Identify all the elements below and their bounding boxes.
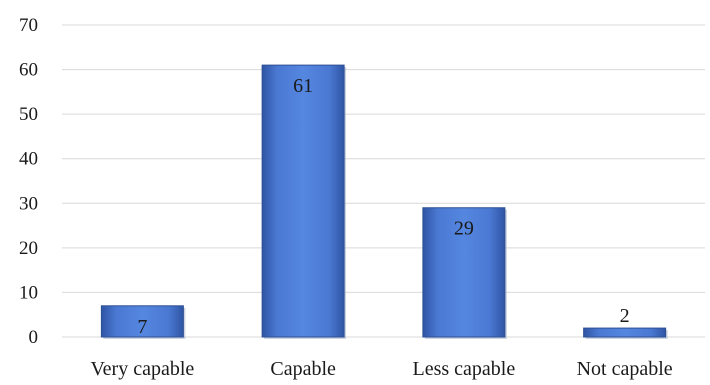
x-category-label: Capable (270, 358, 336, 380)
gridlines (62, 24, 705, 338)
y-tick-label: 60 (19, 60, 38, 81)
x-category-label: Very capable (90, 358, 194, 380)
x-axis-categories: Very capable Capable Less capable Not capab… (90, 358, 672, 380)
x-category-label: Not capable (577, 358, 673, 380)
data-labels: 7 61 29 2 (137, 75, 629, 338)
data-label: 29 (454, 218, 474, 240)
data-label: 61 (293, 75, 313, 97)
y-tick-label: 40 (19, 149, 38, 170)
bar (583, 327, 667, 338)
y-tick-label: 10 (19, 282, 38, 303)
y-axis-ticks: 0 10 20 30 40 50 60 70 (19, 15, 38, 348)
y-tick-label: 70 (19, 15, 38, 36)
y-tick-label: 0 (29, 327, 39, 348)
bar (422, 207, 506, 338)
data-label: 7 (137, 316, 147, 338)
y-tick-label: 20 (19, 238, 38, 259)
y-tick-label: 50 (19, 104, 38, 125)
bar (100, 305, 184, 338)
x-category-label: Less capable (413, 358, 516, 380)
bars (100, 64, 668, 339)
y-tick-label: 30 (19, 193, 38, 214)
bar (261, 64, 345, 338)
data-label: 2 (620, 305, 630, 327)
